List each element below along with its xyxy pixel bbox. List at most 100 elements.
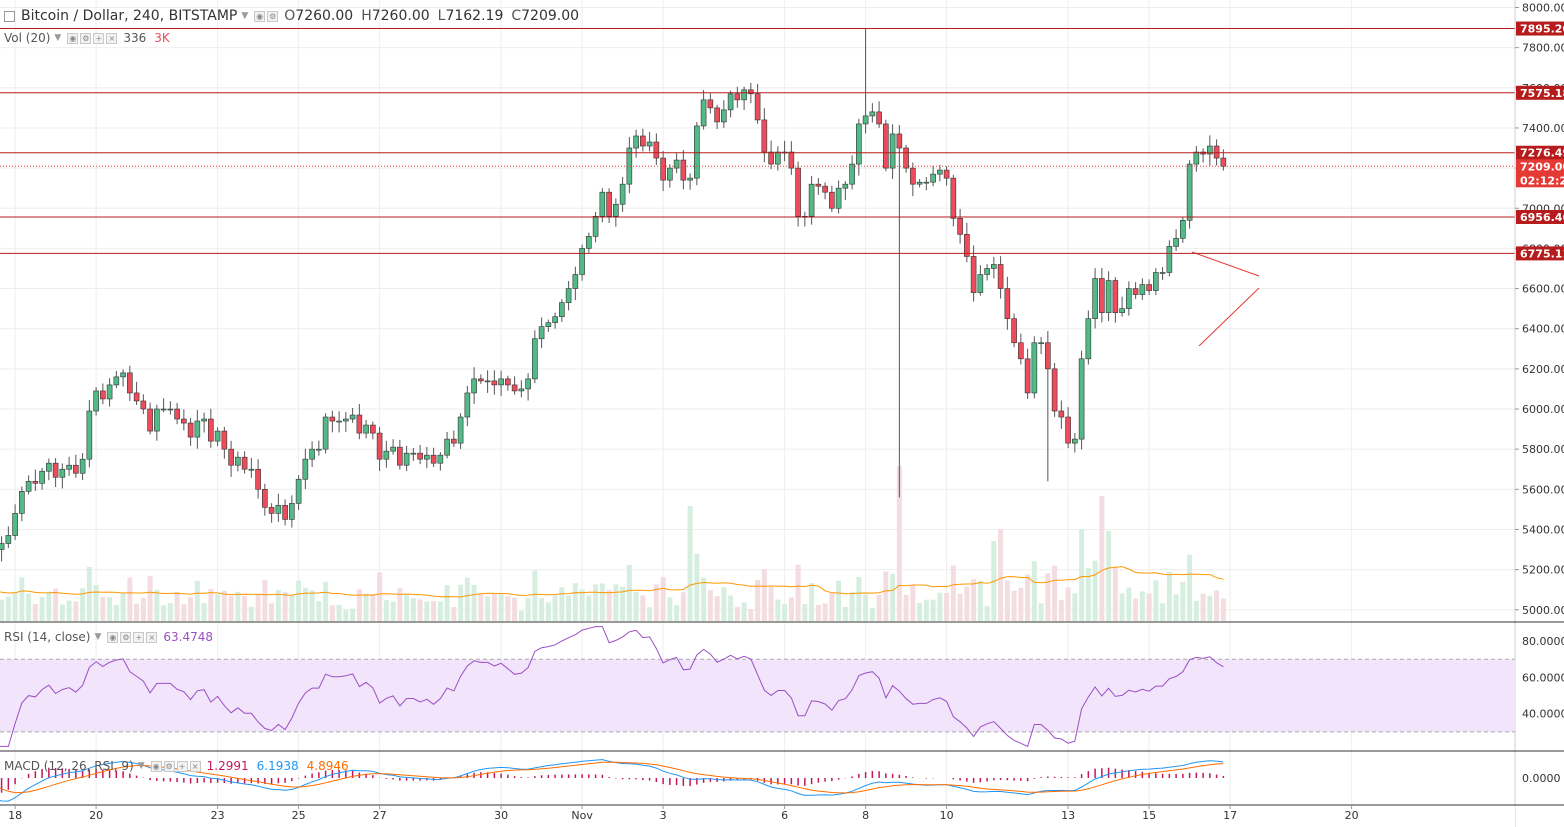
candle — [181, 409, 187, 431]
candle — [889, 124, 896, 179]
candle — [349, 408, 356, 423]
candle-body — [39, 470, 45, 484]
volume-label[interactable]: Vol (20) — [4, 31, 51, 45]
macd-caret-icon[interactable]: ▼ — [137, 761, 145, 771]
volume-bar — [336, 604, 342, 621]
candle — [1051, 362, 1058, 417]
eye-icon[interactable]: ◉ — [150, 760, 162, 772]
candle — [457, 413, 464, 449]
volume-bar — [167, 603, 173, 621]
candle-body — [829, 191, 835, 209]
candle-body — [788, 151, 795, 169]
levels — [0, 28, 1515, 254]
plus-icon[interactable]: + — [133, 631, 145, 643]
ohlc-low-value: 7162.19 — [445, 8, 504, 24]
candle-body — [390, 446, 396, 452]
candle — [322, 413, 329, 454]
volume-value: 336 — [123, 31, 147, 45]
close-icon[interactable]: × — [189, 760, 201, 772]
candle-body — [268, 507, 275, 514]
candle — [862, 28, 869, 134]
candle-body — [484, 380, 491, 383]
eye-icon[interactable]: ◉ — [254, 10, 266, 22]
rsi-caret-icon[interactable]: ▼ — [94, 632, 102, 642]
candle-body — [397, 446, 403, 466]
symbol-caret-icon[interactable]: ▼ — [241, 11, 249, 21]
candle-body — [808, 183, 815, 217]
plus-icon[interactable]: + — [176, 760, 188, 772]
volume-bar — [1160, 603, 1166, 621]
volume-bar — [343, 609, 349, 621]
candle-body — [552, 316, 558, 323]
volume-bar — [1052, 565, 1058, 621]
volume-bar — [1187, 554, 1193, 621]
price-axis: 8000.007800.007600.007400.007200.007000.… — [1515, 2, 1564, 617]
volume-bar — [957, 593, 963, 621]
candle — [883, 119, 889, 172]
settings-icon[interactable]: ⚙ — [163, 760, 175, 772]
eye-icon[interactable]: ◉ — [107, 631, 119, 643]
candle-body — [302, 458, 309, 480]
candle — [127, 365, 133, 401]
candle — [788, 141, 795, 175]
legend-toggle-icon[interactable] — [4, 10, 15, 22]
close-icon[interactable]: × — [106, 32, 118, 44]
candle — [572, 266, 579, 301]
candle — [694, 121, 700, 186]
candle — [201, 412, 207, 433]
candle-body — [262, 488, 268, 508]
candle-body — [626, 147, 633, 185]
candle-body — [73, 464, 79, 474]
macd-hist-value: 1.2991 — [206, 759, 249, 773]
candle — [950, 174, 957, 227]
candle-body — [79, 458, 86, 474]
candle-body — [1159, 272, 1166, 274]
candle — [1186, 160, 1193, 229]
candle-body — [59, 468, 66, 478]
volume-bar — [140, 597, 146, 621]
settings-icon[interactable]: ⚙ — [80, 32, 92, 44]
volume-bar — [161, 605, 167, 621]
candle — [248, 457, 255, 478]
candle-body — [349, 414, 356, 420]
volume-bar — [829, 593, 835, 621]
volume-bar — [1166, 571, 1172, 621]
candle-body — [464, 392, 471, 418]
candle — [1031, 336, 1038, 399]
candle-body — [1173, 238, 1179, 247]
candle — [646, 131, 653, 152]
volume-bar — [728, 595, 734, 621]
volume-bar — [53, 588, 59, 621]
candle-body — [957, 217, 963, 235]
candle — [673, 153, 680, 174]
macd-label[interactable]: MACD (12, 26, RSI, 9) — [4, 759, 134, 773]
countdown-label: 02:12:25 — [1520, 174, 1564, 187]
rsi-label[interactable]: RSI (14, close) — [4, 630, 91, 644]
candle — [302, 448, 309, 489]
candle — [538, 317, 545, 349]
volume-bar — [59, 604, 65, 621]
candle — [680, 150, 687, 190]
settings-icon[interactable]: ⚙ — [120, 631, 132, 643]
symbol-title[interactable]: Bitcoin / Dollar, 240, BITSTAMP — [21, 8, 238, 24]
candle — [491, 370, 498, 395]
candle — [444, 431, 450, 459]
volume-bar — [1200, 593, 1206, 621]
date-tick-label: 20 — [89, 809, 103, 822]
plus-icon[interactable]: + — [93, 32, 105, 44]
candle — [329, 410, 336, 433]
level-label: 6956.46 — [1520, 211, 1564, 224]
candle — [464, 386, 471, 427]
volume-bar — [458, 584, 464, 621]
candle-body — [883, 123, 889, 169]
candle — [437, 452, 444, 471]
eye-icon[interactable]: ◉ — [67, 32, 79, 44]
volume-bar — [755, 579, 761, 621]
volume-bar — [593, 584, 599, 621]
volume-bar — [680, 592, 686, 621]
close-icon[interactable]: × — [146, 631, 158, 643]
settings-icon[interactable]: ⚙ — [267, 10, 279, 22]
candle-body — [32, 480, 39, 484]
volume-caret-icon[interactable]: ▼ — [54, 33, 62, 43]
